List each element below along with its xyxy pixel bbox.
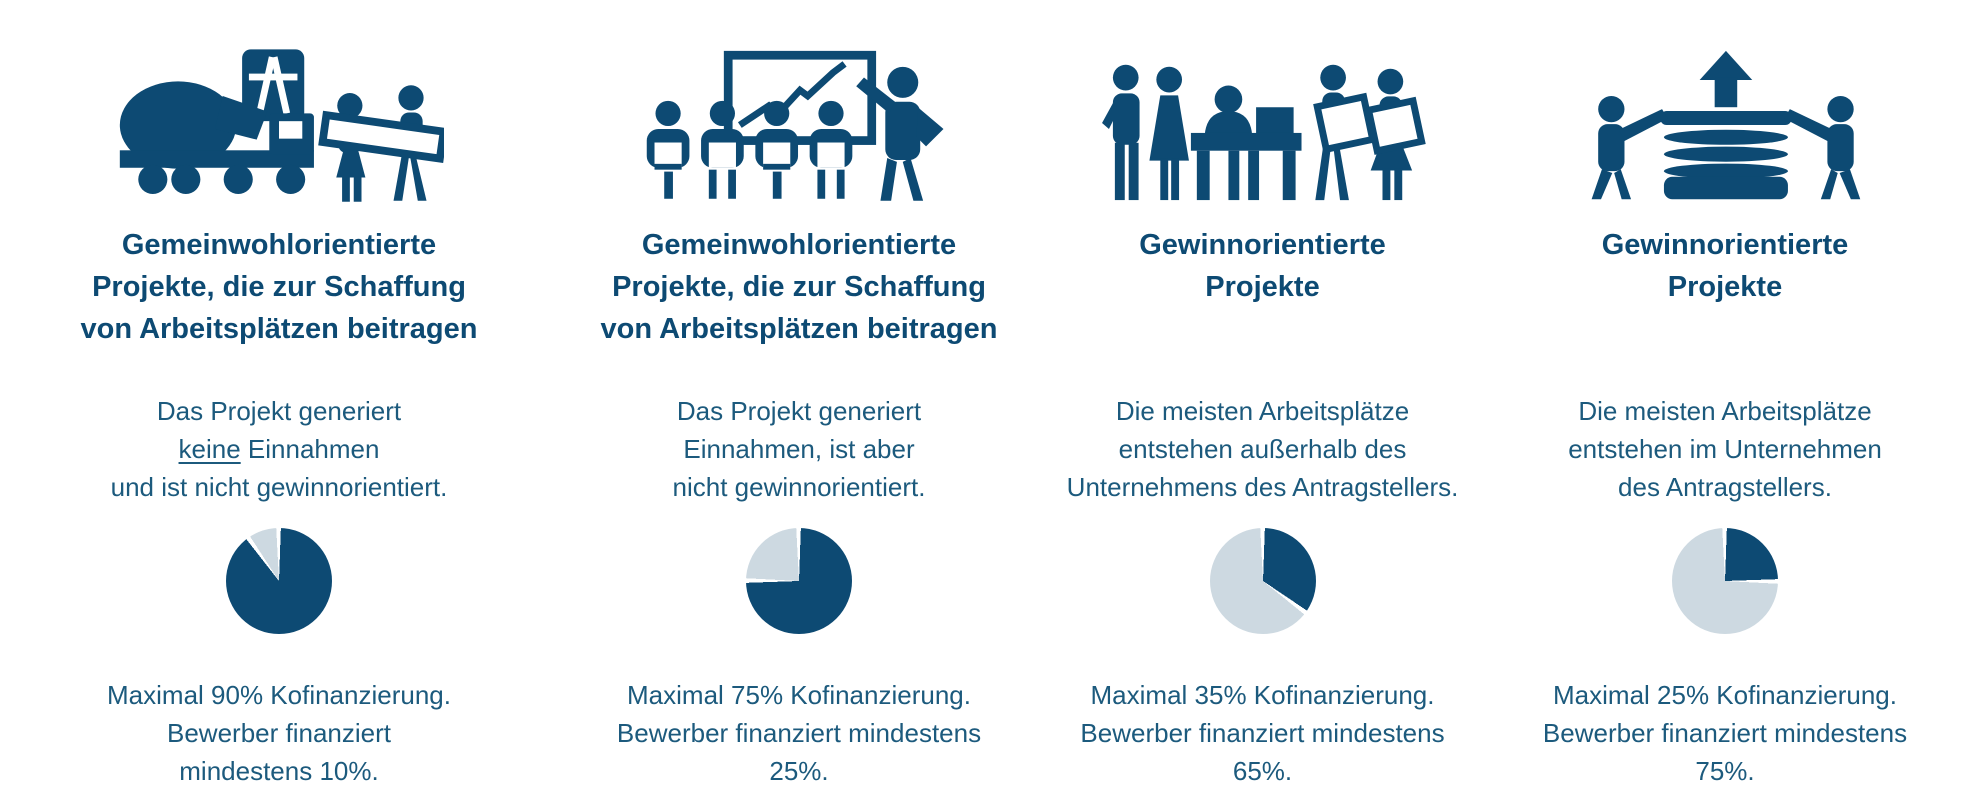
icon-area <box>0 0 558 212</box>
column-title: Gemeinwohlorientierte Projekte, die zur … <box>80 229 478 345</box>
underlined-word: keine <box>178 434 241 464</box>
column-description: Das Projekt generiert Einnahmen, ist abe… <box>672 396 926 502</box>
pie-area <box>558 518 1040 676</box>
column-title: Gemeinwohlorientierte Projekte, die zur … <box>600 229 998 345</box>
cofinancing-note: Maximal 35% Kofinanzierung. Bewerber fin… <box>1080 680 1445 786</box>
cofinancing-note: Maximal 90% Kofinanzierung. Bewerber fin… <box>107 680 451 786</box>
column-profit-external-jobs: Gewinnorientierte Projekte Die meisten A… <box>1040 0 1485 811</box>
cofinancing-note: Maximal 25% Kofinanzierung. Bewerber fin… <box>1542 680 1908 786</box>
column-title: Gewinnorientierte Projekte <box>1601 229 1849 303</box>
icon-area <box>1485 0 1965 212</box>
column-description: Die meisten Arbeitsplätze entstehen auße… <box>1066 396 1459 502</box>
column-profit-internal-jobs: Gewinnorientierte Projekte Die meisten A… <box>1485 0 1965 811</box>
pie-area <box>1040 518 1485 676</box>
column-title: Gewinnorientierte Projekte <box>1139 229 1386 303</box>
icon-area <box>558 0 1040 212</box>
pie-area <box>1485 518 1965 676</box>
pie-area <box>0 518 558 676</box>
construction-site-icon <box>119 49 444 202</box>
pie-chart-35-65 <box>1209 528 1316 634</box>
pie-chart-75-25 <box>746 528 852 634</box>
team-office-icon <box>1101 64 1426 201</box>
business-growth-icon <box>1591 50 1861 200</box>
column-community-with-income: Gemeinwohlorientierte Projekte, die zur … <box>558 0 1040 811</box>
column-description: Das Projekt generiert keine Einnahmen un… <box>110 396 448 502</box>
pie-chart-25-75 <box>1672 528 1778 634</box>
column-community-no-income: Gemeinwohlorientierte Projekte, die zur … <box>0 0 558 811</box>
pie-chart-90-10 <box>226 528 332 634</box>
icon-area <box>1040 0 1485 212</box>
cofinancing-note: Maximal 75% Kofinanzierung. Bewerber fin… <box>616 680 982 786</box>
column-description: Die meisten Arbeitsplätze entstehen im U… <box>1568 396 1882 502</box>
presentation-training-icon <box>646 50 944 201</box>
